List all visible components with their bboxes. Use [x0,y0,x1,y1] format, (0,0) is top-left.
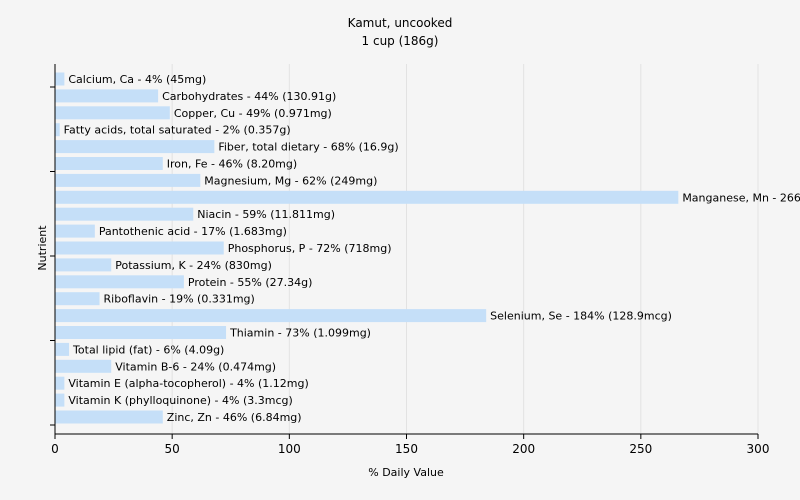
bar [55,72,65,86]
y-axis-label: Nutrient [36,225,49,271]
bar [55,224,95,238]
bar [55,410,163,424]
bar-label: Carbohydrates - 44% (130.91g) [162,90,336,103]
bar-label: Potassium, K - 24% (830mg) [115,259,272,272]
bar [55,207,194,221]
bar-label: Zinc, Zn - 46% (6.84mg) [167,411,302,424]
bar-label: Selenium, Se - 184% (128.9mcg) [490,310,672,323]
bar [55,393,65,407]
bar [55,275,184,289]
bar [55,89,159,103]
x-tick-label: 100 [278,442,301,456]
bar-label: Manganese, Mn - 266% (5.320mg) [682,191,800,204]
bars-group: Calcium, Ca - 4% (45mg) Carbohydrates - 4… [55,72,800,424]
bar [55,376,65,390]
bar-label: Fatty acids, total saturated - 2% (0.357… [64,124,291,137]
axes-group: 0 50 100 150 200 250 300 [50,64,769,456]
bar-label: Thiamin - 73% (1.099mg) [229,327,371,340]
bar [55,258,112,272]
bar [55,123,60,137]
grid-lines [171,64,759,434]
x-tick-label: 0 [51,442,59,456]
bar-label: Riboflavin - 19% (0.331mg) [104,293,255,306]
x-axis-label: % Daily Value [368,466,444,479]
bar-label: Pantothenic acid - 17% (1.683mg) [99,225,287,238]
bar [55,173,201,187]
bar-label: Niacin - 59% (11.811mg) [197,208,335,221]
bar-label: Protein - 55% (27.34g) [188,276,313,289]
bar [55,359,112,373]
x-tick-label: 300 [747,442,770,456]
bar-label: Fiber, total dietary - 68% (16.9g) [218,141,398,154]
x-tick-label: 250 [629,442,652,456]
bar-label: Phosphorus, P - 72% (718mg) [228,242,392,255]
bar-label: Vitamin K (phylloquinone) - 4% (3.3mcg) [68,394,292,407]
bar-label: Vitamin E (alpha-tocopherol) - 4% (1.12m… [68,377,308,390]
bar [55,157,163,170]
bar [55,342,70,356]
chart-title: Kamut, uncooked [348,16,453,30]
bar [55,190,679,204]
bar-label: Iron, Fe - 46% (8.20mg) [167,158,297,171]
bar [55,309,487,323]
bar-label: Magnesium, Mg - 62% (249mg) [204,174,377,187]
x-tick-label: 150 [395,442,418,456]
x-tick-label: 200 [512,442,535,456]
bar-label: Copper, Cu - 49% (0.971mg) [174,107,332,120]
bar [55,292,100,306]
chart-subtitle: 1 cup (186g) [362,34,439,48]
x-tick-label: 50 [165,442,180,456]
bar [55,106,170,120]
bar [55,326,227,339]
bar [55,140,215,154]
bar-label: Vitamin B-6 - 24% (0.474mg) [115,360,276,373]
bar-label: Total lipid (fat) - 6% (4.09g) [72,343,224,356]
bar-label: Calcium, Ca - 4% (45mg) [68,73,206,86]
bar [55,241,224,255]
